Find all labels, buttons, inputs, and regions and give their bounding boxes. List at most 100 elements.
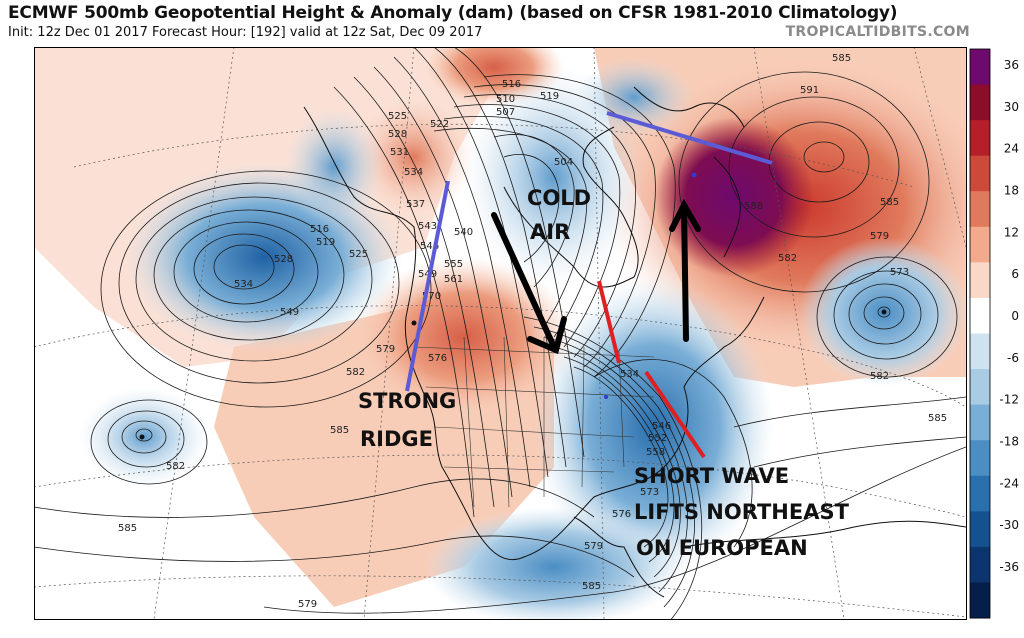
contour-label-579s: 579 [584,541,603,552]
contour-label-534: 534 [234,279,253,290]
contour-label-582s: 585 [582,581,601,592]
contour-label-534b: 534 [404,167,423,178]
colorbar-segment [970,333,990,370]
contour-label-585n: 585 [832,53,851,64]
contour-label-555: 555 [444,259,463,270]
contour-label-591: 591 [800,85,819,96]
contour-labels: 528 534 549 516 519 525 525 528 531 534 … [118,53,947,610]
colorbar-tick-label: 0 [1011,309,1019,323]
contour-label-582w: 585 [118,523,137,534]
colorbar-tick-label: 6 [1011,267,1019,281]
contour-label-549b: 549 [418,269,437,280]
map-frame [34,47,967,620]
short-wave-label-2: LIFTS NORTHEAST [634,500,850,524]
contour-label-549: 549 [280,307,299,318]
contour-label-540: 540 [454,227,473,238]
contour-label-576s: 576 [612,509,631,520]
contour-label-534e: 534 [620,369,639,380]
contour-label-525b: 525 [388,111,407,122]
short-wave-label-1: SHORT WAVE [634,464,789,488]
map-subtitle: Init: 12z Dec 01 2017 Forecast Hour: [19… [8,25,483,40]
colorbar-tick-label: 30 [1004,100,1019,114]
contour-label-522: 522 [430,119,449,130]
colorbar-segment [970,297,990,334]
contour-label-582: 582 [346,367,365,378]
colorbar-segment [970,369,990,406]
short-wave-label-3: ON EUROPEAN [636,536,808,560]
strong-ridge-label-1: STRONG [358,389,456,413]
canada-ridge-line [606,111,773,165]
cold-air-label-2: AIR [530,220,570,244]
colorbar-tick-label: 24 [1004,142,1019,156]
colorbar-tick-label: -36 [999,560,1019,574]
contour-label-507: 507 [496,107,515,118]
contour-label-573s: 573 [640,487,659,498]
colorbar-segment [970,120,990,157]
graticule [34,47,966,619]
contour-label-531: 531 [390,147,409,158]
colorbar-tick-label: -12 [999,393,1019,407]
contour-label-546e: 546 [652,421,671,432]
contour-label-582e: 582 [778,253,797,264]
contour-label-576: 576 [428,353,447,364]
contour-label-585w: 579 [298,599,317,610]
coastlines [303,86,966,598]
contour-label-567: 570 [422,291,441,302]
ridge-axis-line [405,180,450,392]
strong-ridge-label-2: RIDGE [360,427,433,451]
contour-label-558e: 558 [646,447,665,458]
contour-label-588: 588 [744,201,763,212]
colorbar-tick-label: 12 [1004,225,1019,239]
cold-air-label-1: COLD [527,186,591,210]
colorbar-segment [970,226,990,263]
pressure-centers [139,172,887,440]
contour-label-519n: 519 [540,91,559,102]
contour-label-585a: 585 [928,413,947,424]
colorbar-segment [970,155,990,192]
trough-line-1 [597,280,621,364]
colorbar-tick-label: -30 [999,518,1019,532]
colorbar-segment [970,511,990,548]
contour-label-585e: 585 [880,197,899,208]
contour-label-516n: 516 [502,79,521,90]
contour-label-510: 510 [496,94,515,105]
colorbar-tick-label: 36 [1004,58,1019,72]
colorbar-tick-label: 18 [1004,184,1019,198]
anomaly-field [34,47,966,619]
weather-map: 528 534 549 516 519 525 525 528 531 534 … [34,47,1019,620]
map-title: ECMWF 500mb Geopotential Height & Anomal… [8,3,898,23]
trough-line-2 [644,370,706,459]
contour-label-528b: 528 [388,129,407,140]
state-borders [413,336,655,508]
colorbar-segment [970,262,990,299]
colorbar-segment [970,546,990,583]
contour-label-579w: 582 [166,461,185,472]
site-watermark: TROPICALTIDBITS.COM [785,24,970,40]
anomaly-colorbar: 36 30 24 18 12 6 0 -6 -12 -18 -24 -30 -36 [969,48,1019,619]
colorbar-segment [970,475,990,512]
contour-label-519: 519 [316,237,335,248]
contour-label-504: 504 [554,157,573,168]
colorbar-segment [970,84,990,121]
colorbar-segment [970,191,990,228]
colorbar-segment [970,49,990,86]
colorbar-tick-label: -6 [1007,351,1019,365]
colorbar-tick-label: -24 [999,476,1019,490]
contour-label-543: 543 [418,221,437,232]
colorbar-tick-label: -18 [999,435,1019,449]
contour-label-552e: 552 [648,433,667,444]
height-contours [34,47,966,619]
contour-label-546: 546 [420,241,439,252]
contour-label-579e: 579 [870,231,889,242]
contour-label-528: 528 [274,254,293,265]
northward-arrow [669,198,701,342]
contour-label-585: 585 [330,425,349,436]
contour-label-537: 537 [406,199,425,210]
contour-label-525: 525 [349,249,368,260]
contour-label-582a: 582 [870,371,889,382]
contour-label-579: 579 [376,344,395,355]
colorbar-segment [970,582,990,619]
contour-label-561: 561 [444,274,463,285]
colorbar-segment [970,440,990,477]
contour-label-573e: 573 [890,267,909,278]
